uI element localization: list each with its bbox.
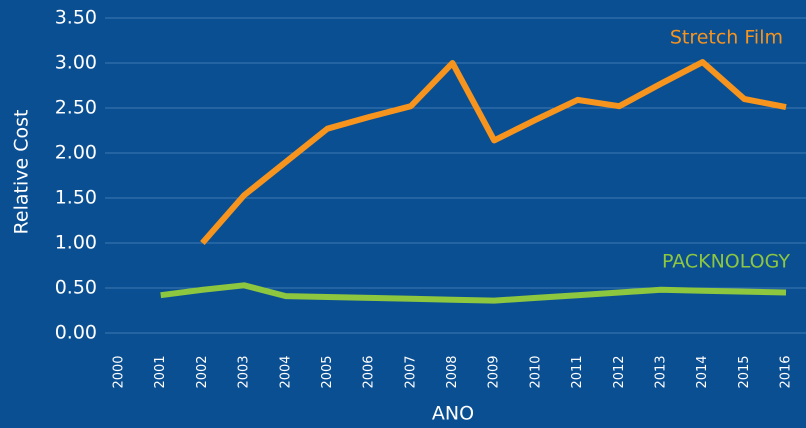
series-label: PACKNOLOGY xyxy=(662,251,790,273)
y-tick-label: 0.00 xyxy=(55,322,97,344)
line-series xyxy=(160,282,787,304)
line-series xyxy=(200,59,787,245)
x-tick-label: 2013 xyxy=(653,355,668,388)
x-tick-label: 2006 xyxy=(362,355,377,388)
y-tick-label: 0.50 xyxy=(55,277,97,299)
x-tick-label: 2005 xyxy=(320,355,335,388)
x-tick-label: 2014 xyxy=(695,355,710,388)
series-label: Stretch Film xyxy=(670,27,783,49)
x-axis-label: ANO xyxy=(432,403,474,425)
y-axis-label: Relative Cost xyxy=(11,110,33,235)
x-tick-label: 2001 xyxy=(153,355,168,388)
x-tick-label: 2011 xyxy=(570,355,585,388)
x-tick-label: 2002 xyxy=(195,355,210,388)
y-tick-label: 2.50 xyxy=(55,97,97,119)
x-tick-label: 2008 xyxy=(445,355,460,388)
x-tick-label: 2010 xyxy=(528,355,543,388)
x-tick-label: 2000 xyxy=(112,355,127,388)
x-tick-label: 2003 xyxy=(237,355,252,388)
y-tick-label: 1.50 xyxy=(55,187,97,209)
x-tick-label: 2012 xyxy=(612,355,627,388)
y-tick-label: 3.00 xyxy=(55,52,97,74)
x-tick-label: 2007 xyxy=(403,355,418,388)
y-tick-label: 2.00 xyxy=(55,142,97,164)
y-tick-label: 3.50 xyxy=(55,7,97,29)
x-tick-label: 2015 xyxy=(737,355,752,388)
y-tick-label: 1.00 xyxy=(55,232,97,254)
x-tick-label: 2004 xyxy=(278,355,293,388)
x-tick-label: 2009 xyxy=(487,355,502,388)
x-tick-label: 2016 xyxy=(779,355,794,388)
